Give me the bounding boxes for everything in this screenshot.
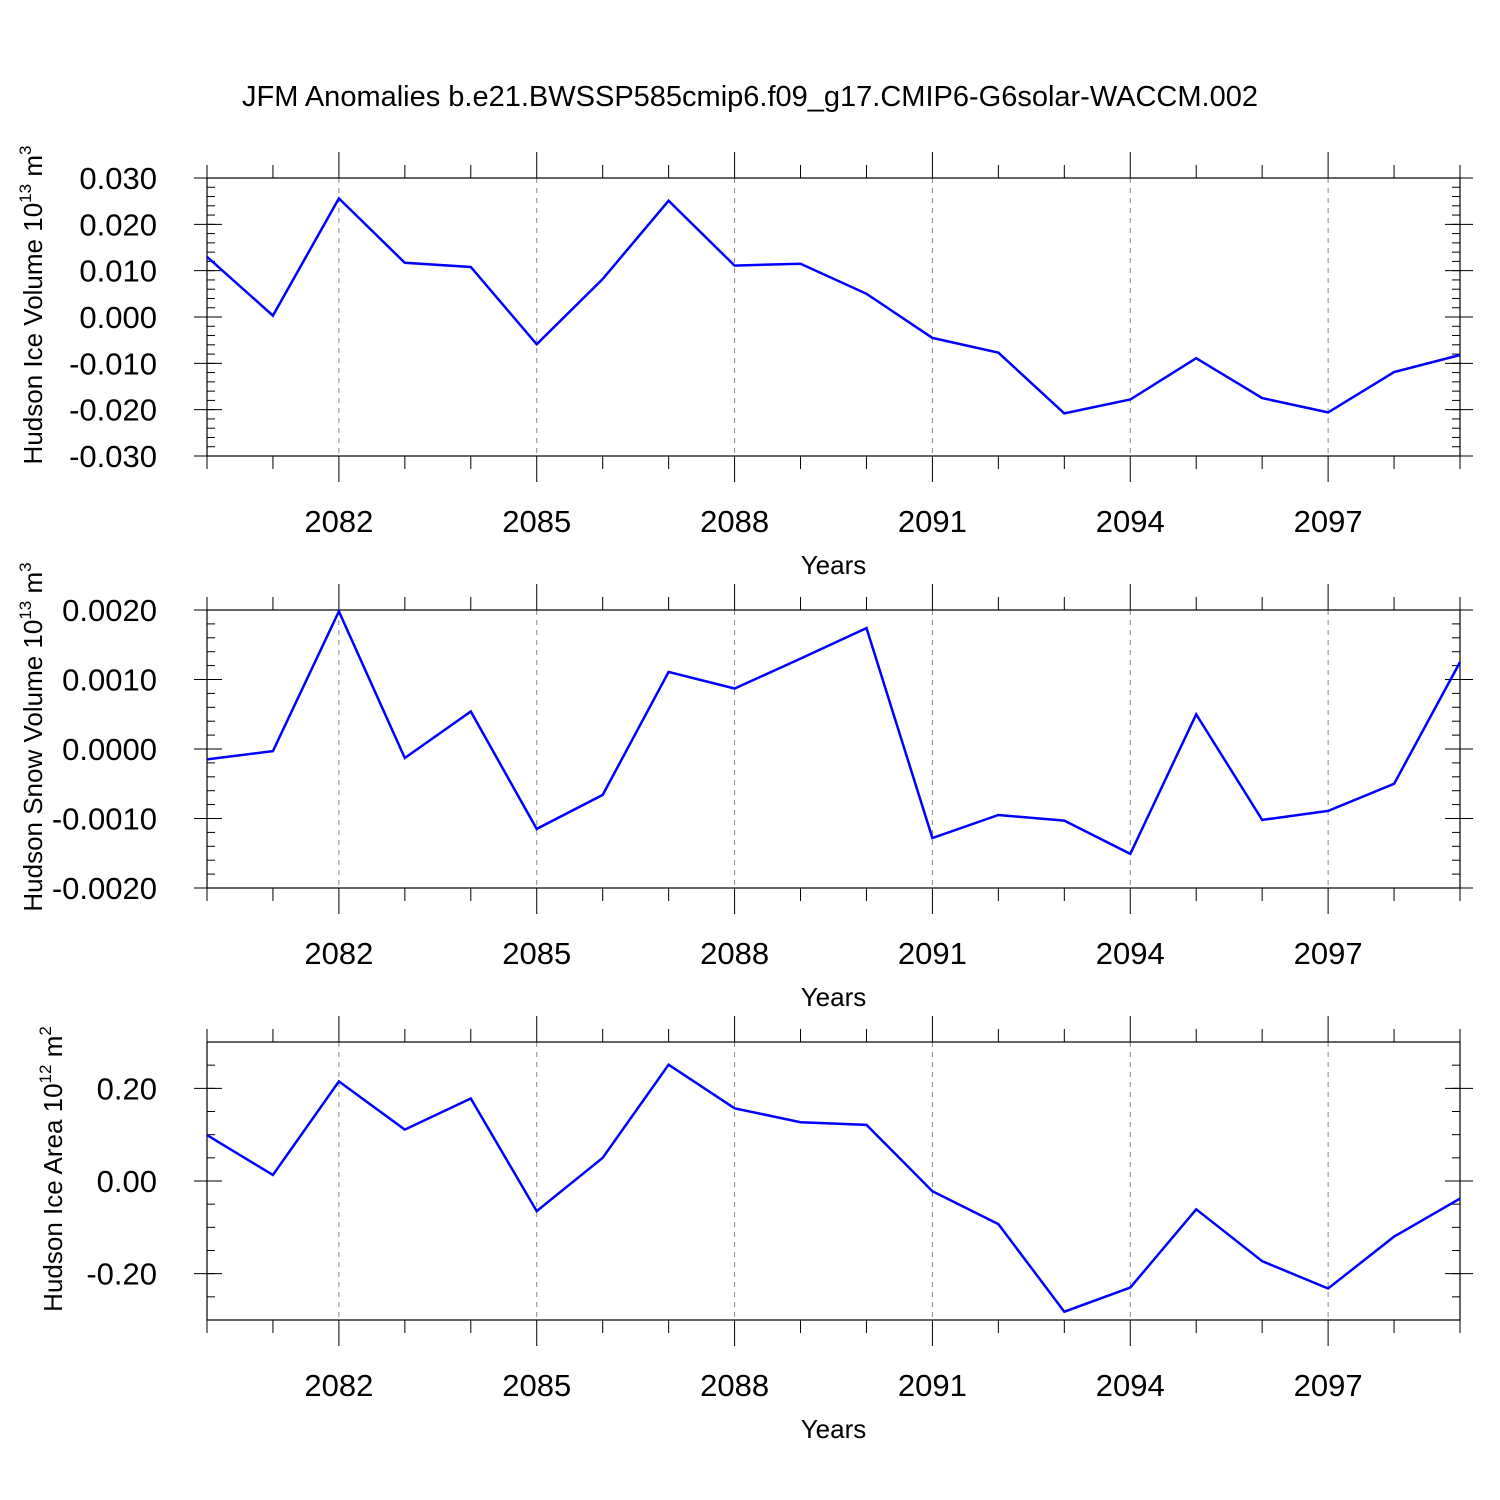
y-axis-title-text: Hudson Snow Volume 10 <box>18 620 48 912</box>
y-tick-label: -0.010 <box>69 346 157 381</box>
plot-frame <box>206 177 1461 457</box>
y-axis-title-superscript: 12 <box>36 1065 55 1084</box>
y-axis-title-superscript: 2 <box>36 1026 55 1035</box>
x-tick-label: 2082 <box>304 936 373 971</box>
x-tick-label: 2097 <box>1294 936 1363 971</box>
y-tick-label: -0.0010 <box>52 802 157 837</box>
panel-1: -0.030 -0.020 -0.010 0.000 0.010 0.020 0.030 20… <box>16 146 1473 580</box>
y-axis-title: Hudson Ice Area 1012 m2 <box>36 1026 68 1312</box>
x-tick-label: 2094 <box>1096 936 1165 971</box>
y-tick-label: 0.030 <box>79 161 157 196</box>
y-axis-title: Hudson Snow Volume 1013 m3 <box>16 562 48 911</box>
series-line <box>206 196 1461 415</box>
y-tick-label: 0.010 <box>79 254 157 289</box>
x-tick-label: 2088 <box>700 936 769 971</box>
y-axis-title-text: Hudson Ice Volume 10 <box>18 203 48 465</box>
y-tick-label: -0.20 <box>86 1257 157 1292</box>
y-tick-label: 0.020 <box>79 207 157 242</box>
y-axis-title-text: m <box>18 155 48 184</box>
x-tick-label: 2085 <box>502 936 571 971</box>
x-tick-label: 2094 <box>1096 504 1165 539</box>
x-axis-title: Years <box>801 1414 867 1444</box>
x-tick-label: 2085 <box>502 504 571 539</box>
y-tick-label: 0.000 <box>79 300 157 335</box>
y-tick-label: -0.020 <box>69 393 157 428</box>
series-line <box>206 1062 1461 1314</box>
panel-3: -0.20 0.00 0.20 2082 2085 2088 2091 2094 2097 Yea… <box>36 1016 1473 1444</box>
y-tick-label: 0.0020 <box>62 593 157 628</box>
y-tick-label: 0.00 <box>97 1164 157 1199</box>
chart-panels: -0.030-0.020-0.0100.0000.0100.0200.03020… <box>16 146 1473 1444</box>
y-tick-label: 0.20 <box>97 1071 157 1106</box>
x-axis-title: Years <box>801 550 867 580</box>
x-axis-title: Years <box>801 982 867 1012</box>
y-axis-title-superscript: 13 <box>16 601 35 620</box>
y-axis-title-superscript: 3 <box>16 146 35 155</box>
chart-title: JFM Anomalies b.e21.BWSSP585cmip6.f09_g1… <box>242 81 1258 113</box>
y-axis-title-superscript: 13 <box>16 184 35 203</box>
plot-frame <box>206 1041 1461 1321</box>
x-tick-label: 2097 <box>1294 1368 1363 1403</box>
series-line <box>206 608 1462 856</box>
y-tick-label: 0.0000 <box>62 732 157 767</box>
y-axis-title-text: m <box>38 1036 68 1065</box>
y-axis-title-superscript: 3 <box>16 562 35 571</box>
x-tick-label: 2088 <box>700 504 769 539</box>
x-tick-label: 2088 <box>700 1368 769 1403</box>
y-axis-title: Hudson Ice Volume 1013 m3 <box>16 146 48 465</box>
y-axis-title-text: m <box>18 572 48 601</box>
plot-frame <box>206 609 1461 889</box>
x-tick-label: 2085 <box>502 1368 571 1403</box>
y-axis-title-text: Hudson Ice Area 10 <box>38 1083 68 1311</box>
x-tick-label: 2082 <box>304 504 373 539</box>
y-tick-label: -0.0020 <box>52 871 157 906</box>
x-tick-label: 2091 <box>898 1368 967 1403</box>
x-tick-label: 2097 <box>1294 504 1363 539</box>
x-tick-label: 2091 <box>898 504 967 539</box>
panel-2: -0.0020 -0.0010 0.0000 0.0010 0.0020 2082 2085… <box>16 562 1473 1012</box>
y-tick-label: -0.030 <box>69 439 157 474</box>
x-tick-label: 2091 <box>898 936 967 971</box>
x-tick-label: 2082 <box>304 1368 373 1403</box>
x-tick-label: 2094 <box>1096 1368 1165 1403</box>
y-tick-label: 0.0010 <box>62 663 157 698</box>
